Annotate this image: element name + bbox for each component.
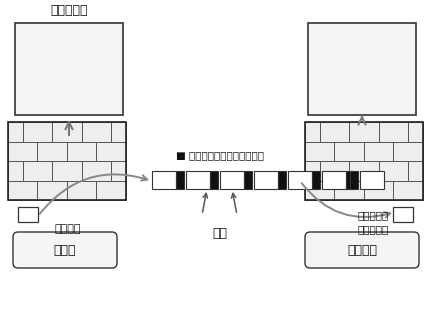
Bar: [8, 122, 23, 142]
Bar: [393, 180, 422, 200]
Bar: [304, 122, 319, 142]
Bar: [392, 207, 412, 222]
Bar: [8, 180, 37, 200]
FancyBboxPatch shape: [13, 232, 117, 268]
Text: 一块大数据: 一块大数据: [50, 4, 88, 17]
Bar: [407, 122, 422, 142]
Bar: [345, 171, 353, 189]
Text: 目标主机: 目标主机: [346, 243, 376, 256]
Bar: [359, 171, 383, 189]
Text: 剥掉报文首
部重塑原型: 剥掉报文首 部重塑原型: [357, 210, 388, 234]
Bar: [23, 161, 52, 180]
FancyBboxPatch shape: [304, 232, 418, 268]
Bar: [307, 23, 415, 115]
Bar: [37, 180, 67, 200]
Bar: [175, 171, 184, 189]
Bar: [243, 171, 252, 189]
Bar: [152, 171, 175, 189]
Text: 细分报文: 细分报文: [55, 224, 81, 234]
Bar: [363, 180, 393, 200]
Bar: [8, 122, 126, 200]
Bar: [304, 122, 422, 200]
Bar: [219, 171, 243, 189]
Bar: [82, 122, 111, 142]
Bar: [319, 161, 348, 180]
Bar: [378, 161, 407, 180]
Bar: [349, 171, 357, 189]
Bar: [304, 142, 334, 161]
Text: 分组: 分组: [212, 227, 227, 240]
Bar: [348, 161, 378, 180]
Bar: [393, 142, 422, 161]
Bar: [277, 171, 286, 189]
Bar: [311, 171, 319, 189]
Bar: [15, 23, 123, 115]
Bar: [67, 142, 96, 161]
Bar: [304, 180, 334, 200]
Bar: [319, 122, 348, 142]
Bar: [378, 122, 407, 142]
Bar: [96, 142, 126, 161]
Bar: [52, 161, 82, 180]
Bar: [253, 171, 277, 189]
Bar: [334, 180, 363, 200]
Bar: [96, 180, 126, 200]
Bar: [111, 161, 126, 180]
Bar: [348, 122, 378, 142]
Bar: [37, 142, 67, 161]
Bar: [363, 142, 393, 161]
Bar: [321, 171, 345, 189]
Bar: [8, 161, 23, 180]
Bar: [111, 122, 126, 142]
Text: 源主机: 源主机: [54, 243, 76, 256]
Bar: [304, 161, 319, 180]
Bar: [334, 142, 363, 161]
Bar: [407, 161, 422, 180]
Bar: [8, 142, 37, 161]
Bar: [287, 171, 311, 189]
Bar: [186, 171, 209, 189]
Bar: [18, 207, 38, 222]
Bar: [23, 122, 52, 142]
Bar: [82, 161, 111, 180]
Text: ■ 带着标签（报文首部）发送: ■ 带着标签（报文首部）发送: [175, 150, 264, 160]
Bar: [52, 122, 82, 142]
Bar: [67, 180, 96, 200]
Bar: [209, 171, 218, 189]
